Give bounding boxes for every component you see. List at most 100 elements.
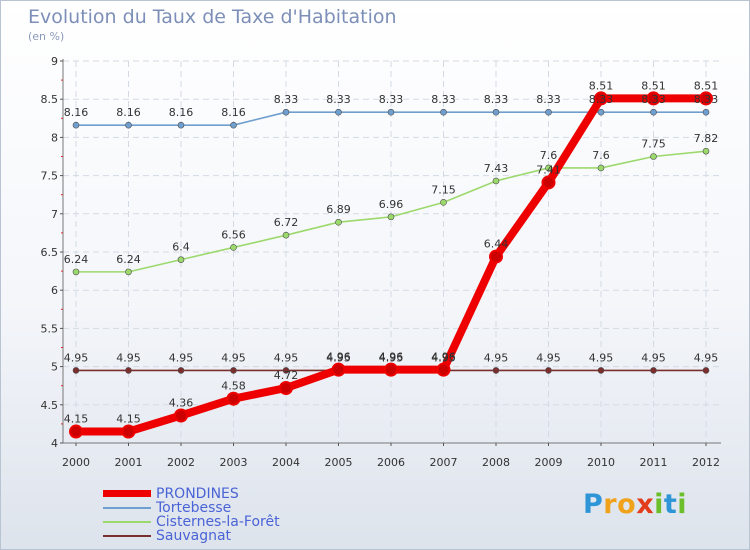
data-label-tortebesse: 8.33: [431, 93, 456, 106]
data-point-tortebesse: [230, 121, 237, 129]
data-point-tortebesse: [335, 108, 342, 116]
data-label-cisternes: 7.6: [592, 149, 610, 162]
logo-letter: i: [677, 489, 688, 520]
data-label-prondines: 4.72: [274, 369, 299, 382]
data-label-sauvagnat: 4.95: [274, 351, 299, 364]
data-point-cisternes: [440, 199, 447, 206]
x-tick-label: 2001: [115, 456, 143, 469]
data-label-cisternes: 7.15: [431, 183, 456, 196]
legend-swatch-cisternes: [103, 521, 151, 523]
data-point-cisternes: [335, 218, 342, 226]
y-tick-label: 8: [51, 131, 58, 144]
data-point-tortebesse: [492, 108, 500, 116]
legend-label-sauvagnat: Sauvagnat: [156, 528, 232, 544]
proxiti-logo: Proxiti: [583, 489, 687, 520]
y-tick-label: 5.5: [41, 322, 59, 335]
data-point-prondines: [331, 362, 346, 377]
data-point-tortebesse: [597, 108, 605, 116]
y-tick-label: 9: [51, 55, 58, 68]
data-label-prondines: 4.36: [169, 396, 194, 409]
data-label-sauvagnat: 4.95: [169, 351, 194, 364]
data-point-prondines: [594, 91, 608, 106]
data-label-sauvagnat: 4.95: [431, 351, 456, 364]
x-tick-label: 2004: [272, 456, 300, 469]
x-tick-label: 2002: [167, 456, 195, 469]
data-point-sauvagnat: [282, 367, 290, 374]
data-label-prondines: 6.44: [484, 238, 509, 251]
data-label-tortebesse: 8.33: [274, 93, 299, 106]
data-point-cisternes: [492, 177, 500, 185]
data-point-tortebesse: [72, 121, 80, 129]
logo-letter: t: [663, 489, 678, 520]
y-tick-label: 4.5: [41, 399, 59, 412]
logo-letter: r: [603, 489, 618, 520]
data-label-tortebesse: 8.33: [484, 93, 509, 106]
data-label-sauvagnat: 4.95: [326, 351, 351, 364]
logo-letter: o: [617, 489, 637, 520]
data-label-prondines: 4.96: [431, 351, 456, 364]
data-point-prondines: [279, 380, 293, 395]
data-point-prondines: [69, 424, 83, 439]
data-point-tortebesse: [702, 108, 710, 116]
data-label-tortebesse: 8.33: [641, 93, 666, 106]
x-tick-label: 2010: [587, 456, 615, 469]
data-point-cisternes: [230, 244, 237, 251]
data-label-sauvagnat: 4.95: [536, 351, 561, 364]
data-label-tortebesse: 8.33: [694, 93, 719, 106]
data-point-sauvagnat: [230, 367, 237, 374]
x-tick-label: 2003: [220, 456, 248, 469]
data-point-sauvagnat: [650, 367, 657, 374]
data-label-tortebesse: 8.16: [169, 106, 194, 119]
x-tick-label: 2000: [62, 456, 90, 469]
data-point-sauvagnat: [125, 367, 132, 374]
data-label-tortebesse: 8.16: [221, 106, 246, 119]
data-point-prondines: [646, 91, 661, 106]
data-label-cisternes: 6.56: [221, 228, 246, 241]
data-label-tortebesse: 8.33: [326, 93, 351, 106]
data-point-tortebesse: [125, 121, 132, 129]
data-label-tortebesse: 8.16: [116, 106, 141, 119]
legend-swatch-tortebesse: [103, 507, 151, 509]
data-label-cisternes: 7.82: [694, 132, 719, 145]
data-label-prondines: 4.96: [379, 351, 404, 364]
data-label-cisternes: 6.72: [274, 216, 299, 229]
data-point-sauvagnat: [72, 367, 80, 374]
data-point-cisternes: [125, 268, 132, 276]
y-tick-label: 4: [51, 437, 58, 450]
legend-label-prondines: PRONDINES: [156, 486, 239, 502]
data-point-tortebesse: [177, 121, 185, 129]
data-point-sauvagnat: [702, 367, 710, 374]
data-label-sauvagnat: 4.95: [641, 351, 666, 364]
data-point-cisternes: [72, 268, 80, 276]
legend-swatch-sauvagnat: [103, 535, 151, 537]
data-label-tortebesse: 8.33: [589, 93, 614, 106]
data-point-sauvagnat: [492, 367, 500, 374]
legend-label-tortebesse: Tortebesse: [156, 500, 232, 516]
y-tick-label: 7: [51, 208, 58, 221]
x-tick-label: 2011: [640, 456, 668, 469]
data-point-cisternes: [177, 256, 185, 263]
data-point-tortebesse: [545, 108, 552, 116]
logo-letter: x: [636, 489, 655, 520]
data-label-cisternes: 7.75: [641, 138, 666, 151]
data-point-cisternes: [650, 153, 657, 160]
data-label-prondines: 8.51: [641, 79, 666, 92]
data-label-cisternes: 6.24: [116, 253, 141, 266]
data-point-cisternes: [597, 164, 605, 172]
data-point-prondines: [541, 175, 556, 190]
data-label-sauvagnat: 4.95: [64, 351, 89, 364]
chart-title: Evolution du Taux de Taxe d'Habitation: [28, 6, 397, 28]
data-point-prondines: [384, 362, 398, 377]
data-label-prondines: 4.15: [64, 413, 89, 426]
data-label-prondines: 8.51: [694, 79, 719, 92]
y-tick-label: 5: [51, 361, 58, 374]
data-label-sauvagnat: 4.95: [589, 351, 614, 364]
data-label-prondines: 4.58: [221, 380, 246, 393]
data-point-tortebesse: [440, 108, 447, 116]
data-label-prondines: 4.96: [326, 351, 351, 364]
data-point-prondines: [226, 391, 241, 406]
logo-letter: P: [583, 489, 604, 520]
data-label-cisternes: 6.24: [64, 253, 89, 266]
data-point-prondines: [121, 424, 136, 439]
